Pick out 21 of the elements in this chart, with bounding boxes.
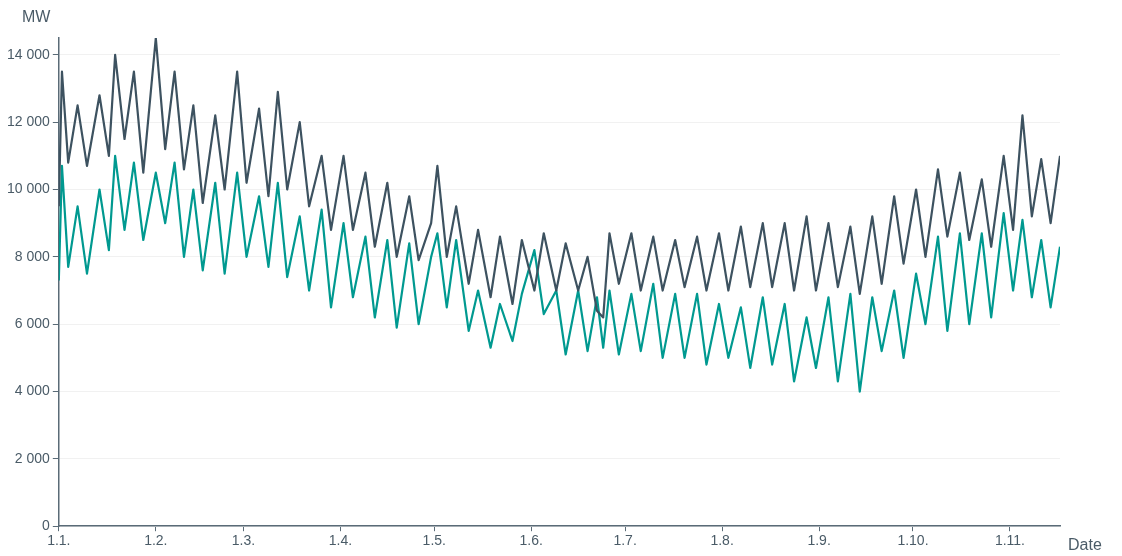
y-tick-label: 8 000 [14, 247, 51, 264]
x-tick-label: 1.11. [994, 532, 1025, 549]
x-tick-label: 1.9. [807, 532, 831, 549]
x-tick-label: 1.1. [47, 532, 71, 549]
x-tick-label: 1.6. [519, 532, 543, 549]
x-tick-label: 1.3. [231, 532, 256, 549]
y-axis-title: MW [22, 8, 52, 26]
x-tick-label: 1.8. [710, 532, 734, 549]
y-tick-label: 6 000 [14, 315, 51, 332]
x-tick-label: 1.7. [613, 532, 637, 549]
x-tick-label: 1.4. [328, 532, 353, 549]
y-tick-label: 10 000 [6, 180, 51, 197]
x-tick-label: 1.5. [422, 532, 446, 549]
y-tick-label: 2 000 [14, 449, 51, 466]
x-tick-label: 1.10. [897, 532, 929, 549]
y-tick-label: 14 000 [6, 45, 51, 62]
y-tick-label: 0 [42, 517, 51, 534]
y-tick-label: 4 000 [14, 382, 51, 399]
y-tick-label: 12 000 [6, 113, 51, 130]
x-tick-label: 1.2. [144, 532, 168, 549]
x-axis-title: Date [1068, 535, 1102, 553]
